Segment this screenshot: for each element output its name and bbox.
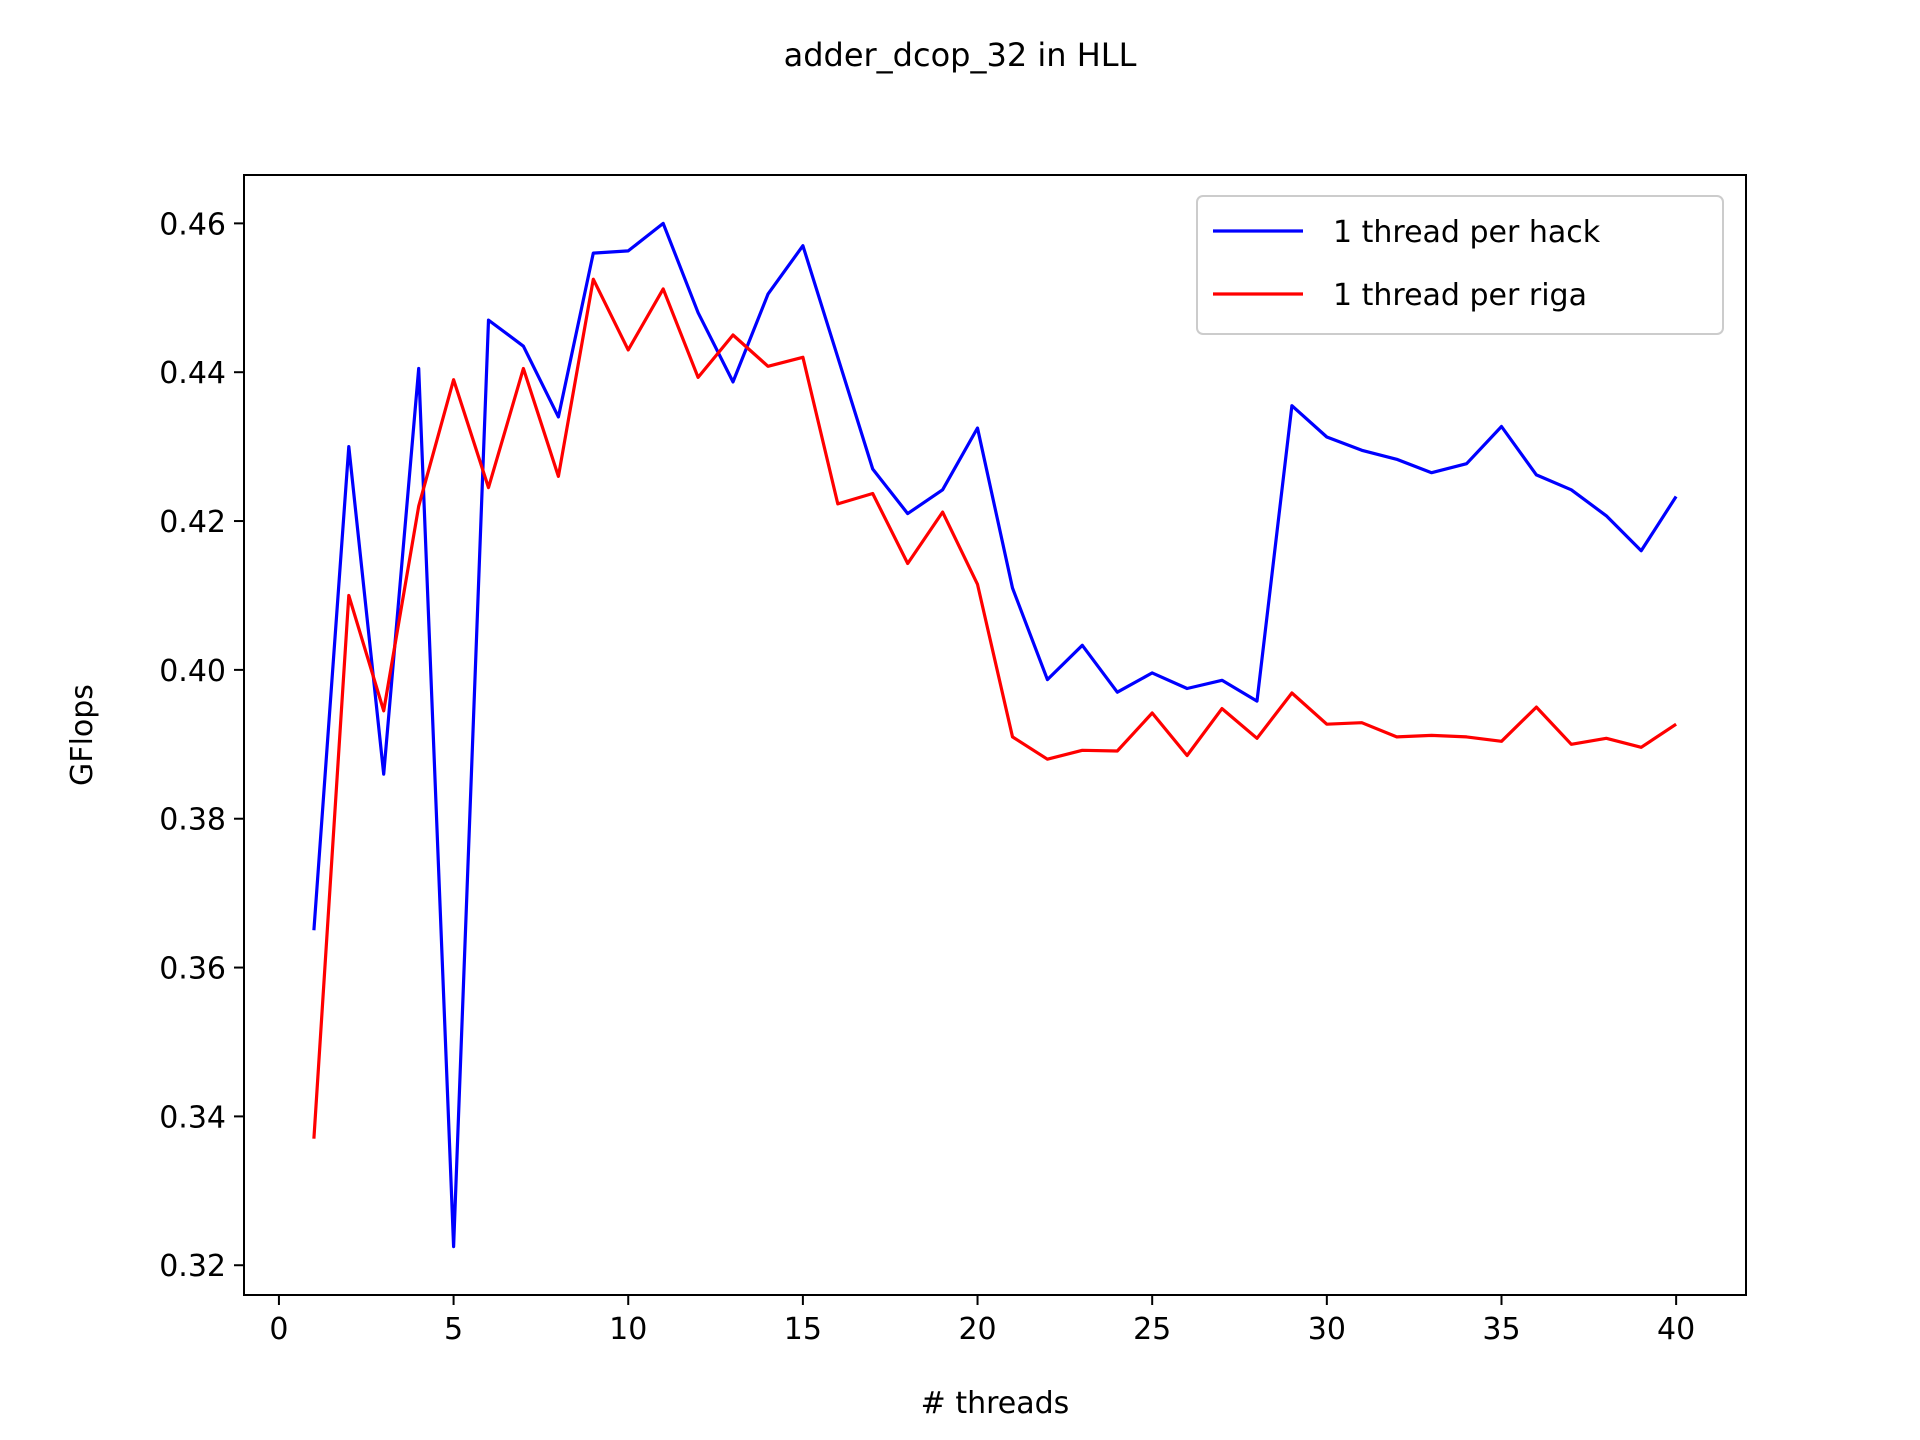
x-tick-label: 25 xyxy=(1133,1312,1171,1347)
plot-area-frame xyxy=(243,174,1747,1296)
x-axis-label: # threads xyxy=(921,1386,1070,1421)
y-tick-label: 0.32 xyxy=(159,1249,226,1284)
x-tick-label: 5 xyxy=(444,1312,463,1347)
y-axis-label: GFlops xyxy=(65,684,100,786)
chart-title: adder_dcop_32 in HLL xyxy=(784,36,1137,74)
legend: 1 thread per hack 1 thread per riga xyxy=(1196,195,1724,335)
series-line-1 xyxy=(312,221,1678,1249)
legend-label: 1 thread per hack xyxy=(1333,215,1601,250)
x-tick-label: 30 xyxy=(1308,1312,1346,1347)
legend-label: 1 thread per riga xyxy=(1333,278,1587,313)
x-tick-label: 0 xyxy=(269,1312,288,1347)
series-layer xyxy=(312,221,1678,1249)
series-line-2 xyxy=(312,277,1677,1139)
x-axis: 0 5 10 15 20 25 30 35 40 xyxy=(269,1295,1695,1347)
y-tick-label: 0.44 xyxy=(159,356,226,391)
y-tick-label: 0.34 xyxy=(159,1100,226,1135)
y-tick-label: 0.36 xyxy=(159,952,226,987)
y-tick-label: 0.40 xyxy=(159,654,226,689)
x-tick-label: 20 xyxy=(958,1312,996,1347)
x-tick-label: 15 xyxy=(784,1312,822,1347)
x-tick-label: 35 xyxy=(1482,1312,1520,1347)
y-axis: 0.32 0.34 0.36 0.38 0.40 0.42 0.44 0.46 xyxy=(159,207,244,1284)
x-tick-label: 40 xyxy=(1657,1312,1695,1347)
y-tick-label: 0.38 xyxy=(159,803,226,838)
legend-box xyxy=(1196,195,1724,335)
y-tick-label: 0.42 xyxy=(159,505,226,540)
y-tick-label: 0.46 xyxy=(159,207,226,242)
x-tick-label: 10 xyxy=(609,1312,647,1347)
